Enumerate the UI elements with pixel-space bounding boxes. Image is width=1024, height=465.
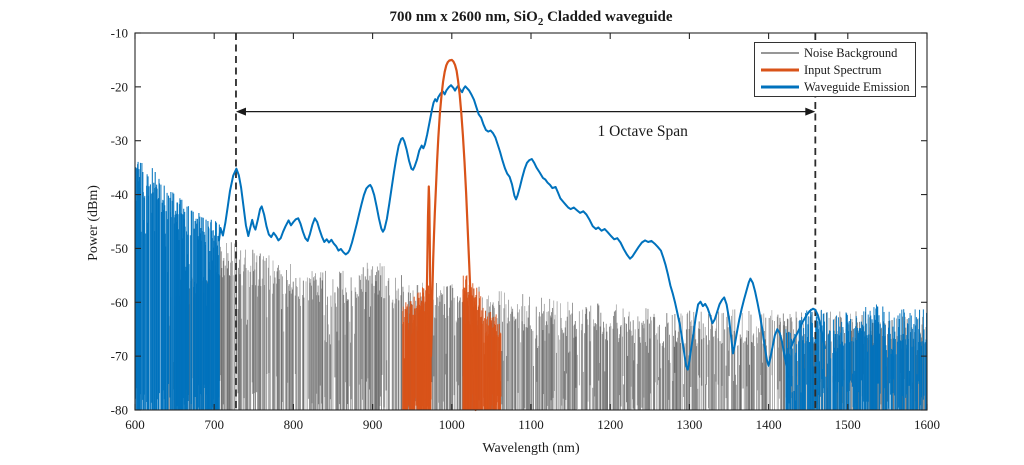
y-tick-label: -40 <box>111 187 128 202</box>
legend-label-input: Input Spectrum <box>804 63 882 77</box>
axes: 600 700 800 900 1000 1100 1200 1300 1400 1500 1600… <box>111 26 940 433</box>
plot-area: 600 700 800 900 1000 1100 1200 1300 1400 1500 1600… <box>111 26 940 433</box>
x-tick-label: 800 <box>284 417 304 432</box>
y-tick-label: -20 <box>111 79 128 94</box>
x-tick-label: 900 <box>363 417 383 432</box>
y-tick-label: -60 <box>111 295 128 310</box>
y-tick-label: -10 <box>111 26 128 41</box>
line-series-input-spectrum <box>423 58 477 412</box>
legend-entry-emission: Waveguide Emission <box>761 80 910 94</box>
chart-title-main: 700 nm x 2600 nm, SiO <box>389 9 537 25</box>
y-tick-label: -50 <box>111 241 128 256</box>
chart-title-subscript: 2 <box>538 16 544 28</box>
spike-layer <box>785 304 928 410</box>
x-tick-label: 1100 <box>518 417 544 432</box>
octave-span-label: 1 Octave Span <box>597 123 688 140</box>
legend: Noise Background Input Spectrum Waveguid… <box>754 42 916 97</box>
line-series-waveguide-emission <box>218 84 826 378</box>
x-tick-label: 1200 <box>597 417 623 432</box>
legend-label-emission: Waveguide Emission <box>804 80 910 94</box>
x-tick-label: 1400 <box>756 417 782 432</box>
x-tick-label: 1300 <box>676 417 702 432</box>
x-tick-label: 1500 <box>835 417 861 432</box>
y-tick-label: -70 <box>111 349 128 364</box>
y-tick-label: -30 <box>111 133 128 148</box>
x-tick-label: 1000 <box>439 417 465 432</box>
series-path <box>423 58 477 412</box>
y-tick-label: -80 <box>111 403 128 418</box>
series-path <box>218 84 790 378</box>
spike-layer <box>402 275 502 410</box>
x-axis-label: Wavelength (nm) <box>482 441 580 456</box>
spike-layer <box>134 161 220 410</box>
series-path <box>789 307 826 350</box>
octave-arrow-head-right <box>805 107 816 116</box>
legend-entry-input: Input Spectrum <box>761 63 882 77</box>
x-tick-label: 1600 <box>914 417 940 432</box>
legend-entry-noise: Noise Background <box>761 46 898 60</box>
y-axis-label: Power (dBm) <box>86 185 101 261</box>
legend-label-noise: Noise Background <box>804 46 898 60</box>
octave-arrow-head-left <box>235 107 246 116</box>
chart-title-rest: Cladded waveguide <box>543 9 673 25</box>
x-tick-label: 700 <box>204 417 224 432</box>
chart-title: 700 nm x 2600 nm, SiO2 Cladded waveguide <box>389 9 672 28</box>
x-tick-label: 600 <box>125 417 145 432</box>
